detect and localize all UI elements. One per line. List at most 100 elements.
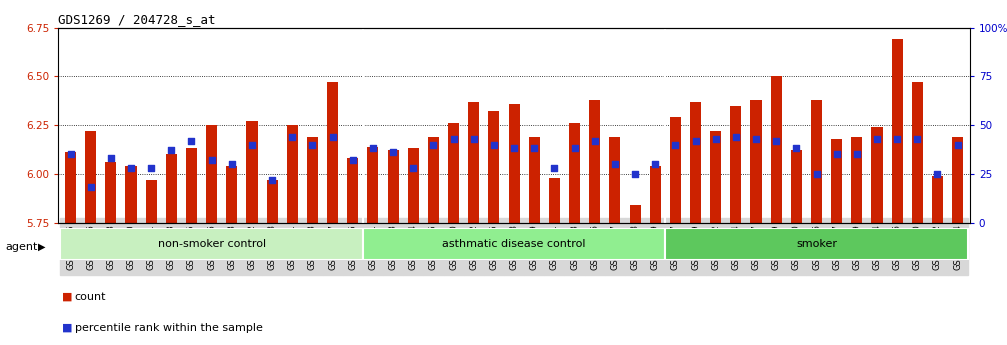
Bar bbox=[529, 137, 540, 223]
Bar bbox=[468, 102, 479, 223]
Bar bbox=[831, 139, 842, 223]
Bar bbox=[790, 150, 802, 223]
Bar bbox=[488, 111, 499, 223]
Point bbox=[83, 185, 99, 190]
Bar bbox=[186, 148, 197, 223]
Point bbox=[688, 138, 704, 144]
Bar bbox=[347, 158, 358, 223]
Point bbox=[264, 177, 280, 183]
Point bbox=[365, 146, 381, 151]
Point bbox=[648, 161, 664, 167]
Point bbox=[244, 142, 260, 147]
Point bbox=[304, 142, 320, 147]
Point bbox=[889, 136, 905, 141]
Point bbox=[929, 171, 946, 177]
Point bbox=[950, 142, 966, 147]
Bar bbox=[126, 166, 137, 223]
Bar bbox=[388, 150, 399, 223]
Bar bbox=[609, 137, 620, 223]
Point bbox=[62, 151, 79, 157]
Bar bbox=[227, 166, 238, 223]
Bar bbox=[650, 166, 661, 223]
Bar bbox=[267, 180, 278, 223]
Bar bbox=[408, 148, 419, 223]
Bar bbox=[931, 176, 943, 223]
Bar bbox=[770, 76, 781, 223]
Point bbox=[425, 142, 441, 147]
Text: agent: agent bbox=[5, 242, 37, 252]
Point bbox=[224, 161, 240, 167]
Bar bbox=[589, 100, 600, 223]
Point bbox=[869, 136, 885, 141]
Point bbox=[607, 161, 623, 167]
Bar bbox=[287, 125, 298, 223]
Point bbox=[788, 146, 805, 151]
Text: ■: ■ bbox=[62, 323, 73, 333]
Point bbox=[385, 150, 401, 155]
Text: count: count bbox=[75, 292, 106, 302]
Bar bbox=[428, 137, 439, 223]
Point bbox=[103, 156, 119, 161]
Bar bbox=[363, 228, 666, 260]
Text: percentile rank within the sample: percentile rank within the sample bbox=[75, 323, 263, 333]
Bar bbox=[166, 154, 177, 223]
Point bbox=[163, 148, 179, 153]
Point bbox=[183, 138, 199, 144]
Point bbox=[768, 138, 784, 144]
Point bbox=[445, 136, 461, 141]
Point bbox=[909, 136, 925, 141]
Point bbox=[728, 134, 744, 139]
Point bbox=[143, 165, 159, 171]
Bar bbox=[86, 131, 97, 223]
Point bbox=[849, 151, 865, 157]
Point bbox=[203, 157, 220, 163]
Point bbox=[507, 146, 523, 151]
Text: GDS1269 / 204728_s_at: GDS1269 / 204728_s_at bbox=[58, 13, 215, 27]
Bar bbox=[811, 100, 822, 223]
Bar bbox=[730, 106, 741, 223]
Bar bbox=[509, 104, 520, 223]
Point bbox=[485, 142, 501, 147]
Bar bbox=[670, 117, 681, 223]
Bar bbox=[549, 178, 560, 223]
Bar bbox=[911, 82, 922, 223]
Point bbox=[547, 165, 563, 171]
Point bbox=[748, 136, 764, 141]
Point bbox=[587, 138, 603, 144]
Point bbox=[344, 157, 361, 163]
Text: asthmatic disease control: asthmatic disease control bbox=[442, 239, 586, 249]
Point bbox=[527, 146, 543, 151]
Point bbox=[465, 136, 481, 141]
Bar bbox=[307, 137, 318, 223]
Point bbox=[708, 136, 724, 141]
Bar bbox=[851, 137, 862, 223]
Bar bbox=[710, 131, 721, 223]
Point bbox=[324, 134, 340, 139]
Bar bbox=[952, 137, 963, 223]
Point bbox=[829, 151, 845, 157]
Bar bbox=[569, 123, 580, 223]
Point bbox=[567, 146, 583, 151]
Bar bbox=[60, 228, 363, 260]
Text: non-smoker control: non-smoker control bbox=[157, 239, 266, 249]
Bar bbox=[106, 162, 117, 223]
Bar bbox=[690, 102, 701, 223]
Point bbox=[123, 165, 139, 171]
Point bbox=[405, 165, 421, 171]
Bar bbox=[629, 205, 640, 223]
Bar bbox=[871, 127, 882, 223]
Bar bbox=[666, 228, 968, 260]
Bar bbox=[206, 125, 218, 223]
Bar bbox=[448, 123, 459, 223]
Bar bbox=[368, 147, 379, 223]
Bar bbox=[65, 152, 77, 223]
Text: ■: ■ bbox=[62, 292, 73, 302]
Point bbox=[809, 171, 825, 177]
Point bbox=[627, 171, 643, 177]
Point bbox=[284, 134, 300, 139]
Bar bbox=[891, 39, 902, 223]
Text: ▶: ▶ bbox=[38, 242, 45, 252]
Bar bbox=[247, 121, 258, 223]
Bar bbox=[327, 82, 338, 223]
Bar bbox=[750, 100, 761, 223]
